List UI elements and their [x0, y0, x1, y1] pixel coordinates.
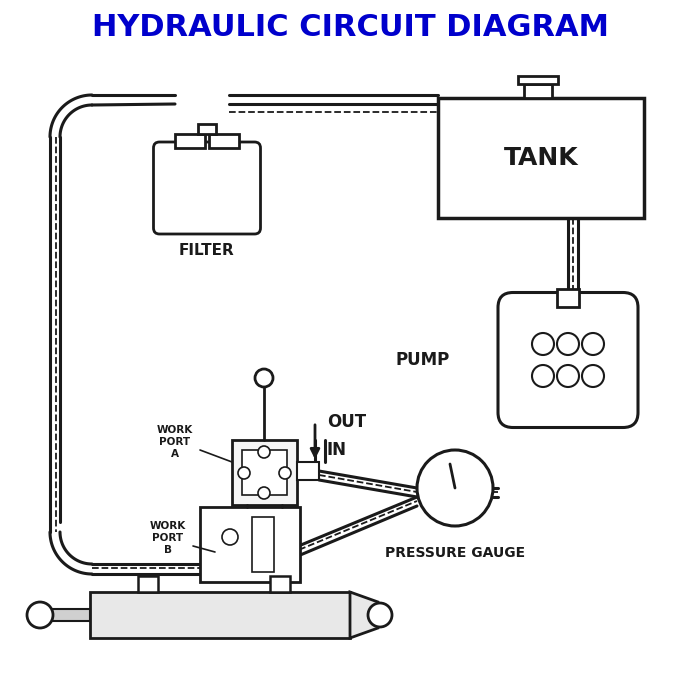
Circle shape	[222, 529, 238, 545]
Bar	[252, 517, 274, 572]
Circle shape	[27, 602, 53, 628]
Bar	[175, 134, 205, 148]
Text: OUT: OUT	[327, 413, 366, 431]
Text: WORK
PORT
A: WORK PORT A	[157, 426, 193, 458]
Bar	[438, 98, 644, 218]
Text: FILTER: FILTER	[179, 243, 235, 258]
Bar	[198, 124, 216, 134]
Polygon shape	[350, 592, 378, 638]
FancyBboxPatch shape	[498, 293, 638, 428]
Circle shape	[532, 333, 554, 355]
FancyBboxPatch shape	[153, 142, 260, 234]
Bar	[42, 609, 90, 621]
Bar	[518, 76, 558, 84]
Bar	[297, 462, 319, 480]
Bar	[138, 576, 158, 592]
Bar	[232, 440, 297, 505]
Bar	[270, 576, 290, 592]
Text: PUMP: PUMP	[395, 351, 450, 369]
Circle shape	[255, 369, 273, 387]
Circle shape	[279, 467, 291, 479]
Bar	[524, 84, 552, 98]
Circle shape	[557, 365, 579, 387]
Text: HYDRAULIC CIRCUIT DIAGRAM: HYDRAULIC CIRCUIT DIAGRAM	[92, 13, 608, 43]
Bar	[209, 134, 239, 148]
Text: IN: IN	[327, 441, 347, 459]
Circle shape	[258, 487, 270, 499]
Circle shape	[582, 333, 604, 355]
Text: WORK
PORT
B: WORK PORT B	[150, 522, 186, 554]
Circle shape	[532, 365, 554, 387]
Bar	[200, 507, 300, 582]
Bar	[242, 450, 287, 495]
Circle shape	[258, 446, 270, 458]
Bar	[557, 289, 579, 307]
Circle shape	[238, 467, 250, 479]
Text: PRESSURE GAUGE: PRESSURE GAUGE	[385, 546, 525, 560]
Circle shape	[368, 603, 392, 627]
Circle shape	[557, 333, 579, 355]
Circle shape	[417, 450, 493, 526]
Bar	[90, 592, 350, 638]
Text: TANK: TANK	[504, 146, 578, 170]
Circle shape	[582, 365, 604, 387]
